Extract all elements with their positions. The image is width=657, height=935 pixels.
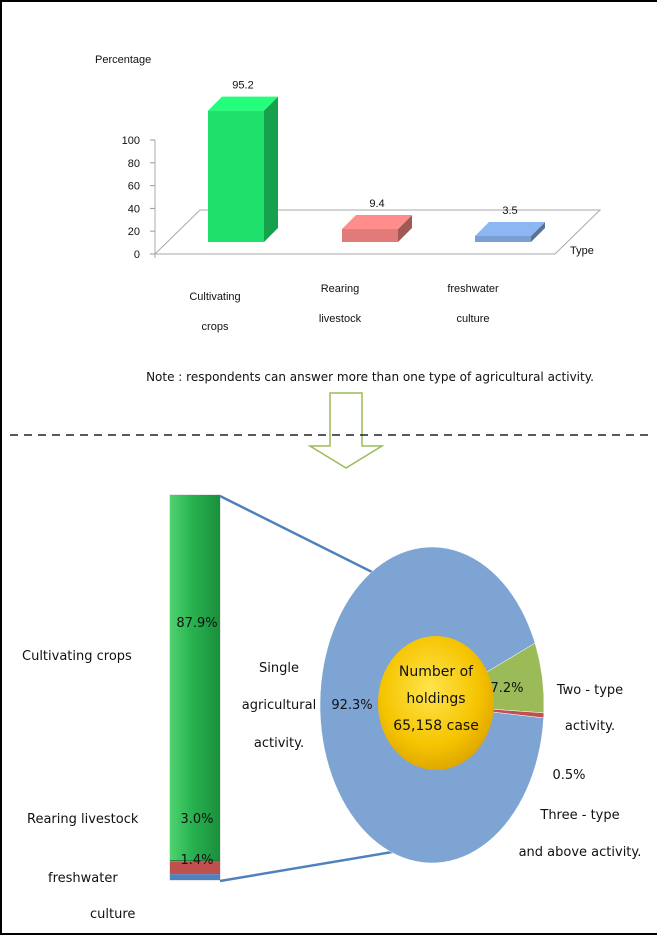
pie-category-label: activity.	[254, 736, 304, 751]
down-arrow-icon	[307, 392, 385, 469]
pie-chart: Number of holdings 65,158 case 92.3% 7.2% 0.5…	[242, 546, 642, 864]
bar-front	[342, 229, 398, 242]
stack-data-label: 87.9%	[176, 616, 217, 631]
y-tick-label: 80	[128, 158, 140, 170]
stack-data-label: 1.4%	[180, 853, 213, 868]
stack-segment	[170, 874, 220, 880]
pie-data-label: 92.3%	[331, 698, 372, 713]
y-tick-label: 0	[134, 249, 140, 261]
bar-front	[208, 110, 264, 243]
note-text: Note : respondents can answer more than …	[146, 370, 594, 384]
bar-top	[342, 215, 412, 230]
category-labels: Cultivating crops Rearing livestock freshwat…	[189, 283, 499, 333]
bars: 95.2 9.4 3.5	[208, 80, 545, 243]
pie-category-label: Single	[259, 661, 299, 676]
y-axis-label: Percentage	[95, 54, 151, 66]
x-axis-label: Type	[570, 245, 594, 257]
y-tick-label: 40	[128, 203, 140, 215]
category-label: culture	[456, 313, 489, 325]
bar	[475, 222, 545, 242]
bar	[208, 96, 278, 243]
center-label: 65,158 case	[393, 718, 479, 734]
y-tick-label: 100	[122, 135, 140, 147]
center-label: Number of	[399, 664, 474, 680]
label-cultivating-crops: Cultivating crops	[22, 649, 132, 664]
connector-bottom	[219, 848, 405, 883]
pie-category-label: and above activity.	[519, 845, 642, 860]
chart-floor	[153, 140, 602, 258]
bar	[342, 215, 412, 242]
bar-top	[208, 96, 278, 111]
category-label: livestock	[319, 313, 362, 325]
column-chart: Percentage 0 20 40 60 80 100 95.2 9.4 3.5 Culti…	[95, 54, 602, 333]
pie-center	[378, 636, 494, 770]
bar-side	[264, 96, 278, 243]
bar-top	[475, 222, 545, 236]
y-tick-label: 60	[128, 181, 140, 193]
category-label: Rearing	[321, 283, 360, 295]
y-tick-label: 20	[128, 226, 140, 238]
y-tick-labels: 0 20 40 60 80 100	[122, 135, 155, 261]
center-label: holdings	[406, 691, 465, 707]
data-label: 3.5	[502, 205, 517, 217]
category-label: crops	[202, 321, 229, 333]
pie-data-label: 7.2%	[490, 681, 523, 696]
bar-front	[475, 236, 531, 242]
label-culture: culture	[90, 907, 135, 922]
label-freshwater: freshwater	[48, 871, 118, 886]
pie-category-label: Two - type	[556, 683, 623, 698]
connector-top	[219, 494, 397, 586]
stacked-bar: 87.9% 3.0% 1.4%	[169, 494, 221, 881]
pie-category-label: agricultural	[242, 698, 316, 713]
bar-side	[531, 222, 545, 242]
floor-plane	[153, 209, 602, 255]
pie-category-label: Three - type	[539, 808, 619, 823]
data-label: 95.2	[232, 80, 253, 92]
stack-segment	[170, 861, 220, 875]
category-label: freshwater	[447, 283, 499, 295]
bar-side	[398, 215, 412, 242]
pie-data-label: 0.5%	[552, 768, 585, 783]
label-rearing-livestock: Rearing livestock	[27, 812, 139, 827]
pie-category-label: activity.	[565, 719, 615, 734]
category-label: Cultivating	[189, 291, 240, 303]
data-label: 9.4	[369, 198, 384, 210]
stack-segment	[170, 495, 220, 862]
stack-data-label: 3.0%	[180, 812, 213, 827]
